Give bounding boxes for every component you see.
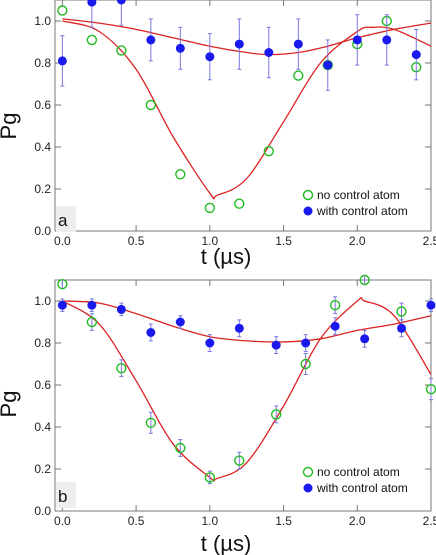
- y-tick-label: 0.6: [34, 378, 51, 392]
- legend-marker-no-control: [302, 466, 314, 478]
- data-point-no-control: [145, 417, 157, 428]
- data-point-with-control: [264, 48, 274, 57]
- data-point-no-control: [293, 70, 304, 81]
- data-point-with-control: [234, 39, 244, 49]
- data-point-no-control: [175, 169, 186, 180]
- data-point-no-control: [263, 145, 275, 157]
- panel-tag: a: [58, 211, 68, 230]
- data-point-no-control: [234, 198, 245, 209]
- data-point-no-control: [86, 34, 98, 46]
- legend-label: no control atom: [317, 465, 400, 479]
- data-point-no-control: [86, 316, 98, 328]
- x-tick-label: 1.5: [275, 514, 292, 528]
- x-tick-label: 1.0: [201, 514, 218, 528]
- data-point-no-control: [57, 5, 68, 16]
- data-point-no-control: [57, 279, 68, 290]
- y-tick-label: 0.4: [34, 140, 51, 154]
- legend-label: no control atom: [317, 188, 400, 202]
- data-point-with-control: [205, 52, 215, 62]
- data-point-no-control: [270, 409, 282, 420]
- data-point-no-control: [145, 99, 157, 111]
- y-tick-label: 0.0: [34, 224, 51, 238]
- y-tick-label: 0.2: [34, 182, 51, 196]
- panel-a: 0.00.51.01.52.02.50.00.20.40.60.81.0t (µ…: [0, 0, 436, 269]
- panel-tag-box: [56, 206, 76, 232]
- data-point-with-control: [352, 35, 362, 45]
- data-point-no-control: [396, 306, 407, 317]
- y-axis-label: Pg: [0, 391, 21, 418]
- data-point-with-control: [271, 340, 281, 350]
- data-point-with-control: [397, 323, 407, 333]
- x-tick-label: 0.5: [128, 234, 145, 248]
- data-point-no-control: [300, 358, 311, 370]
- legend-marker-with-control: [303, 483, 313, 493]
- data-point-with-control: [323, 60, 333, 70]
- data-point-with-control: [146, 328, 156, 337]
- y-tick-label: 1.0: [34, 14, 51, 28]
- data-point-with-control: [360, 334, 370, 344]
- y-tick-label: 1.0: [34, 294, 51, 308]
- data-point-with-control: [57, 300, 67, 310]
- data-point-no-control: [116, 45, 127, 56]
- plot-frame: [54, 0, 432, 232]
- data-point-with-control: [57, 56, 67, 66]
- y-tick-label: 0.8: [34, 56, 51, 70]
- data-point-with-control: [411, 50, 421, 60]
- data-point-with-control: [301, 338, 311, 348]
- x-tick-label: 1.0: [201, 234, 218, 248]
- x-tick-label: 1.5: [275, 234, 292, 248]
- y-tick-label: 0.6: [34, 98, 51, 112]
- fit-curve-0: [62, 296, 432, 482]
- data-point-no-control: [329, 300, 341, 311]
- panel-tag-box: [56, 482, 76, 508]
- x-tick-label: 2.5: [423, 514, 436, 528]
- y-tick-label: 0.2: [34, 462, 51, 476]
- data-point-with-control: [426, 300, 436, 310]
- data-point-with-control: [87, 300, 97, 310]
- y-axis-label: Pg: [0, 113, 21, 140]
- legend-label: with control atom: [316, 481, 408, 495]
- x-tick-label: 2.5: [423, 234, 436, 248]
- data-point-with-control: [116, 304, 126, 314]
- data-point-with-control: [116, 0, 126, 5]
- y-tick-label: 0.8: [34, 336, 51, 350]
- panel-tag: b: [58, 487, 67, 506]
- x-tick-label: 0.0: [54, 514, 71, 528]
- data-point-with-control: [175, 43, 185, 53]
- data-point-with-control: [293, 39, 303, 49]
- data-point-no-control: [359, 274, 370, 286]
- data-point-with-control: [382, 35, 392, 45]
- data-point-no-control: [116, 363, 127, 374]
- legend-marker-with-control: [303, 206, 313, 216]
- x-tick-label: 2.0: [349, 514, 366, 528]
- y-tick-label: 0.4: [34, 420, 51, 434]
- x-tick-label: 2.0: [349, 234, 366, 248]
- legend-marker-no-control: [302, 189, 314, 201]
- data-point-with-control: [87, 0, 97, 7]
- x-axis-label: t (µs): [201, 531, 252, 555]
- x-tick-label: 0.0: [54, 234, 71, 248]
- panel-b: 0.0 0.5 1.0 1.5 2.0 2.5 0.0 0.2 0.4 0.6 0.8 1.0 t (µ…: [0, 274, 436, 555]
- y-tick-label: 0.0: [34, 504, 51, 518]
- data-point-with-control: [146, 35, 156, 45]
- data-point-no-control: [204, 472, 216, 483]
- data-point-with-control: [330, 321, 340, 331]
- data-point-no-control: [175, 442, 186, 454]
- x-tick-label: 0.5: [128, 514, 145, 528]
- data-point-with-control: [175, 317, 185, 327]
- data-point-no-control: [204, 202, 216, 214]
- x-axis-label: t (µs): [201, 244, 252, 269]
- data-point-with-control: [205, 338, 215, 348]
- data-point-with-control: [234, 323, 244, 333]
- fit-curve-0: [62, 20, 432, 200]
- legend-label: with control atom: [316, 204, 408, 218]
- data-point-no-control: [234, 455, 245, 466]
